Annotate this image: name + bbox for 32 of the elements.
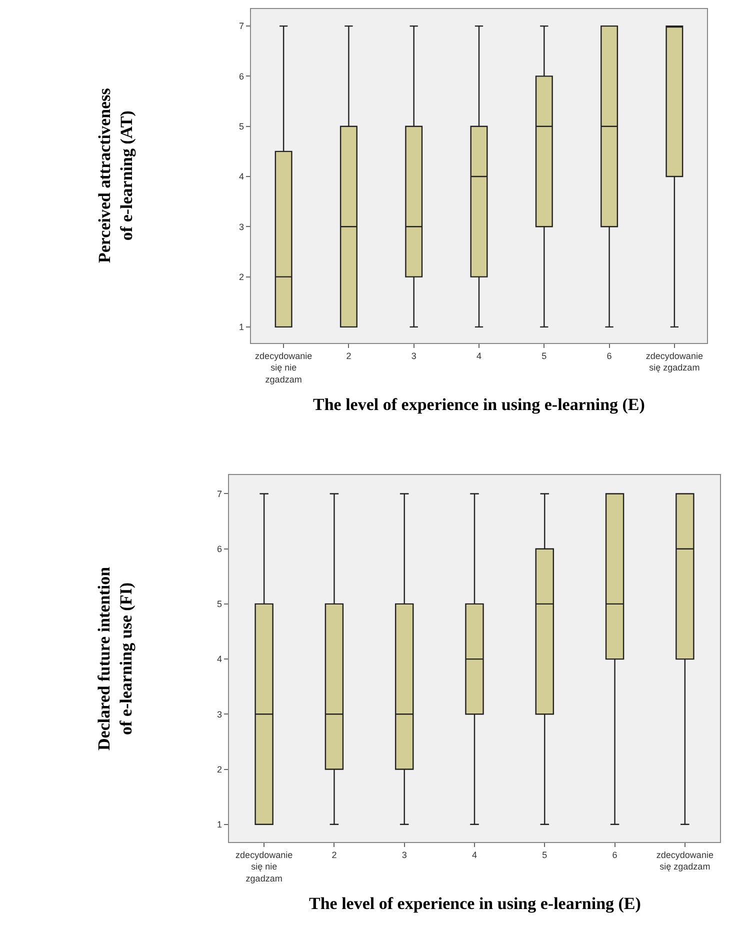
x-tick-label: 6 bbox=[606, 351, 612, 361]
y-tick-label: 2 bbox=[238, 272, 244, 282]
x-tick-label: 3 bbox=[411, 351, 416, 361]
y-tick-label: 2 bbox=[216, 764, 222, 774]
x-tick-label: 2 bbox=[346, 351, 352, 361]
y-tick-label: 7 bbox=[216, 488, 222, 499]
x-tick-label: 4 bbox=[472, 850, 478, 860]
x-tick-label: 3 bbox=[402, 850, 407, 860]
x-tick-label: 6 bbox=[612, 850, 618, 860]
y-tick-label: 6 bbox=[216, 544, 222, 554]
y-tick-label: 3 bbox=[238, 222, 244, 232]
y-tick-label: 3 bbox=[216, 709, 222, 720]
x-tick-label: zdecydowanie się zgadzam bbox=[656, 850, 714, 872]
y-tick-label: 5 bbox=[238, 122, 244, 132]
y-tick-label: 6 bbox=[238, 71, 244, 82]
x-axis-title: The level of experience in using e-learning (E) bbox=[309, 894, 641, 913]
x-tick-label: zdecydowanie się zgadzam bbox=[646, 351, 703, 373]
x-tick-label: 5 bbox=[542, 850, 548, 860]
x-tick-label: 2 bbox=[332, 850, 337, 860]
x-axis-title: The level of experience in using e-learning (E) bbox=[313, 395, 645, 414]
y-tick-label: 4 bbox=[216, 654, 222, 664]
y-tick-label: 4 bbox=[238, 172, 244, 182]
y-tick-label: 5 bbox=[216, 599, 222, 610]
x-tick-label: zdecydowanie się nie zgadzam bbox=[236, 850, 293, 884]
x-tick-label: 5 bbox=[542, 351, 547, 361]
x-tick-label: 4 bbox=[476, 351, 482, 361]
y-axis-title: Perceived attractiveness of e-learning (AT) bbox=[95, 88, 136, 263]
y-tick-label: 1 bbox=[216, 820, 222, 830]
y-tick-label: 7 bbox=[238, 21, 244, 32]
x-tick-label: zdecydowanie się nie zgadzam bbox=[255, 351, 312, 384]
y-tick-label: 1 bbox=[238, 322, 244, 332]
y-axis-title: Declared future intention of e-learning use (FI) bbox=[94, 566, 136, 750]
